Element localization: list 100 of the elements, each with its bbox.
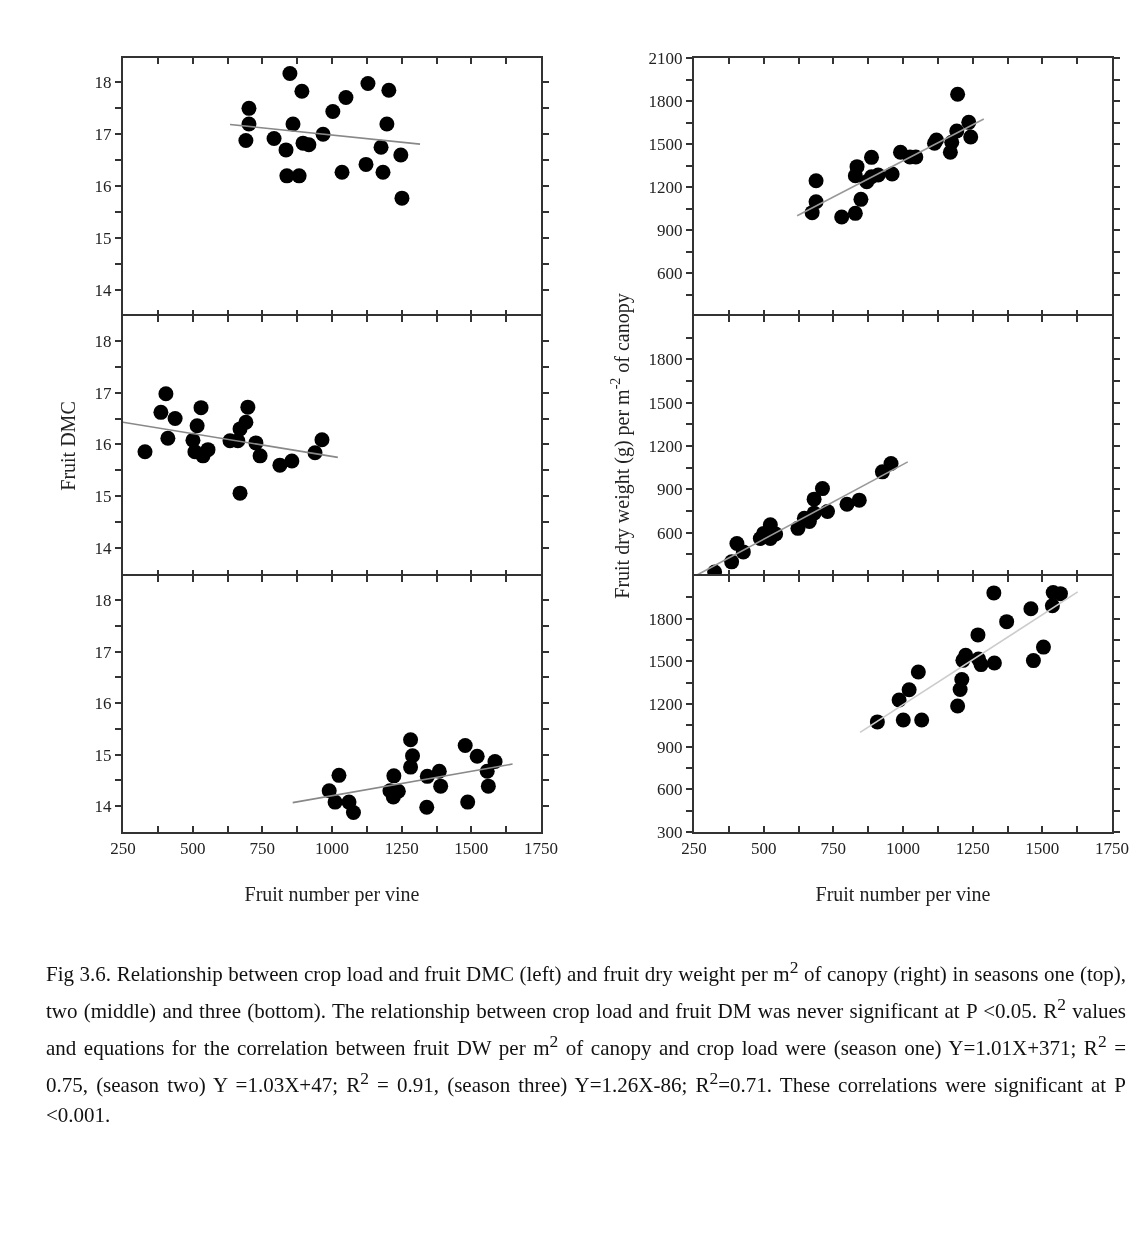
point (950, 698, 966, 714)
point (910, 664, 926, 680)
point (153, 404, 169, 420)
y-tick-label: 14 (94, 538, 113, 558)
point (480, 778, 496, 794)
point (403, 759, 419, 775)
point (393, 147, 409, 163)
x-tick-label: 1250 (384, 839, 419, 859)
point (137, 444, 153, 460)
text: Fig 3.6. Relationship between crop load and fruit DMC (left) and fruit dry weight per m$^{2}$ of canopy (right) in seasons one (top), two (middle) and three (bottom). The relationship between crop load and fruit DM was never significant at P <0.05. R$^{2}$ values and equations for the correlation between fruit DW per m$^{2}$ of canopy and crop load were (season one) Y=1.01X+371; R$^{2}$ = 0.75, (season two) Y =1.03X+47; R$^{2}$ = 0.91, (season three) Y=1.26X-86; R$^{2}$=0.71. These correlations were significant at P <0.001. (46, 957, 1127, 1127)
point (954, 672, 970, 688)
point (1035, 639, 1051, 655)
point (167, 411, 183, 427)
point (360, 75, 376, 91)
point (282, 66, 298, 82)
point (819, 503, 835, 519)
x-tick-label: 1000 (886, 839, 920, 859)
y-tick-label: 1200 (648, 694, 683, 714)
point (278, 142, 294, 158)
point (375, 164, 391, 180)
point (345, 804, 361, 820)
point (806, 491, 822, 507)
point (279, 168, 295, 184)
point (301, 137, 317, 153)
y-tick-label: 2100 (648, 48, 683, 68)
point (381, 82, 397, 98)
x-tick-label: 500 (750, 839, 777, 859)
point (200, 442, 216, 458)
x-tick-label: 1000 (315, 839, 349, 859)
y-tick-label: 1500 (648, 652, 683, 672)
y-tick-label: 600 (657, 780, 683, 800)
x-tick-label: 1750 (1095, 839, 1129, 859)
point (853, 191, 869, 207)
y-tick-label: 16 (94, 177, 112, 197)
x-tick-label: 250 (110, 839, 136, 859)
point (839, 496, 855, 512)
y-tick-label: 600 (657, 523, 683, 543)
y-tick-label: 15 (94, 745, 112, 765)
point (1025, 653, 1041, 669)
point (238, 414, 254, 430)
point (883, 455, 899, 471)
y-tick-label: 1500 (648, 393, 683, 413)
point (847, 168, 863, 184)
point (973, 657, 989, 673)
point (272, 457, 288, 473)
y-axis-title: Fruit DMC (56, 401, 79, 491)
y-tick-label: 14 (94, 280, 113, 300)
point (158, 386, 174, 402)
point (1023, 601, 1039, 617)
point (834, 209, 850, 225)
point (814, 481, 830, 497)
y-tick-label: 1800 (648, 609, 683, 629)
y-tick-label: 15 (94, 229, 112, 249)
point (950, 86, 966, 102)
point (252, 448, 268, 464)
x-tick-label: 250 (681, 839, 707, 859)
point (469, 748, 485, 764)
y-tick-label: 15 (94, 487, 112, 507)
point (851, 492, 867, 508)
x-tick-label: 1500 (1025, 839, 1060, 859)
y-tick-label: 17 (94, 125, 113, 145)
point (285, 116, 301, 132)
point (160, 430, 176, 446)
point (241, 100, 257, 116)
point (325, 103, 341, 119)
point (433, 778, 449, 794)
y-tick-label: 17 (94, 383, 113, 403)
y-tick-label: 1500 (648, 134, 683, 154)
x-tick-label: 750 (820, 839, 847, 859)
y-tick-label: 18 (94, 73, 112, 93)
x-tick-label: 1750 (524, 839, 558, 859)
point (327, 794, 343, 810)
y-tick-label: 14 (94, 797, 113, 817)
point (238, 133, 254, 149)
y-tick-label: 16 (94, 435, 112, 455)
point (970, 627, 986, 643)
y-tick-label: 300 (657, 822, 683, 842)
y-tick-label: 16 (94, 694, 112, 714)
point (460, 794, 476, 810)
point (334, 164, 350, 180)
point (914, 712, 930, 728)
y-tick-label: 1800 (648, 350, 683, 370)
point (986, 585, 1002, 601)
point (864, 149, 880, 165)
point (338, 89, 354, 105)
x-tick-label: 1500 (454, 839, 489, 859)
y-tick-label: 18 (94, 331, 112, 351)
point (291, 168, 307, 184)
point (266, 130, 282, 146)
point (884, 166, 900, 182)
point (240, 399, 256, 415)
y-tick-label: 1200 (648, 436, 683, 456)
point (847, 205, 863, 221)
point (314, 432, 330, 448)
y-tick-label: 1800 (648, 91, 683, 111)
point (963, 129, 979, 145)
point (895, 712, 911, 728)
point (808, 173, 824, 189)
x-axis-title: Fruit number per vine (244, 883, 420, 907)
point (986, 655, 1002, 671)
